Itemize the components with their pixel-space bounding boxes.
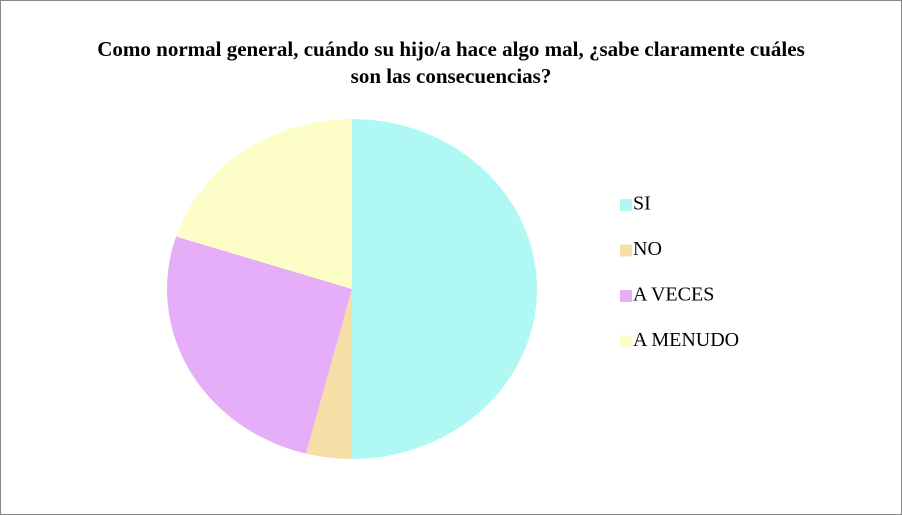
pie-slice [305, 289, 352, 459]
legend-label: A MENUDO [633, 329, 739, 351]
pie-slice [352, 119, 537, 459]
pie-slice [176, 119, 352, 289]
legend-swatch [620, 335, 632, 348]
legend-label: A VECES [633, 284, 714, 306]
pie-slice [166, 236, 352, 454]
chart-title: Como normal general, cuándo su hijo/a ha… [97, 37, 805, 88]
legend-label: NO [633, 238, 662, 260]
legend-label: SI [633, 193, 651, 215]
legend-swatch [620, 199, 632, 211]
legend-swatch [620, 244, 632, 257]
legend-swatch [620, 290, 632, 302]
